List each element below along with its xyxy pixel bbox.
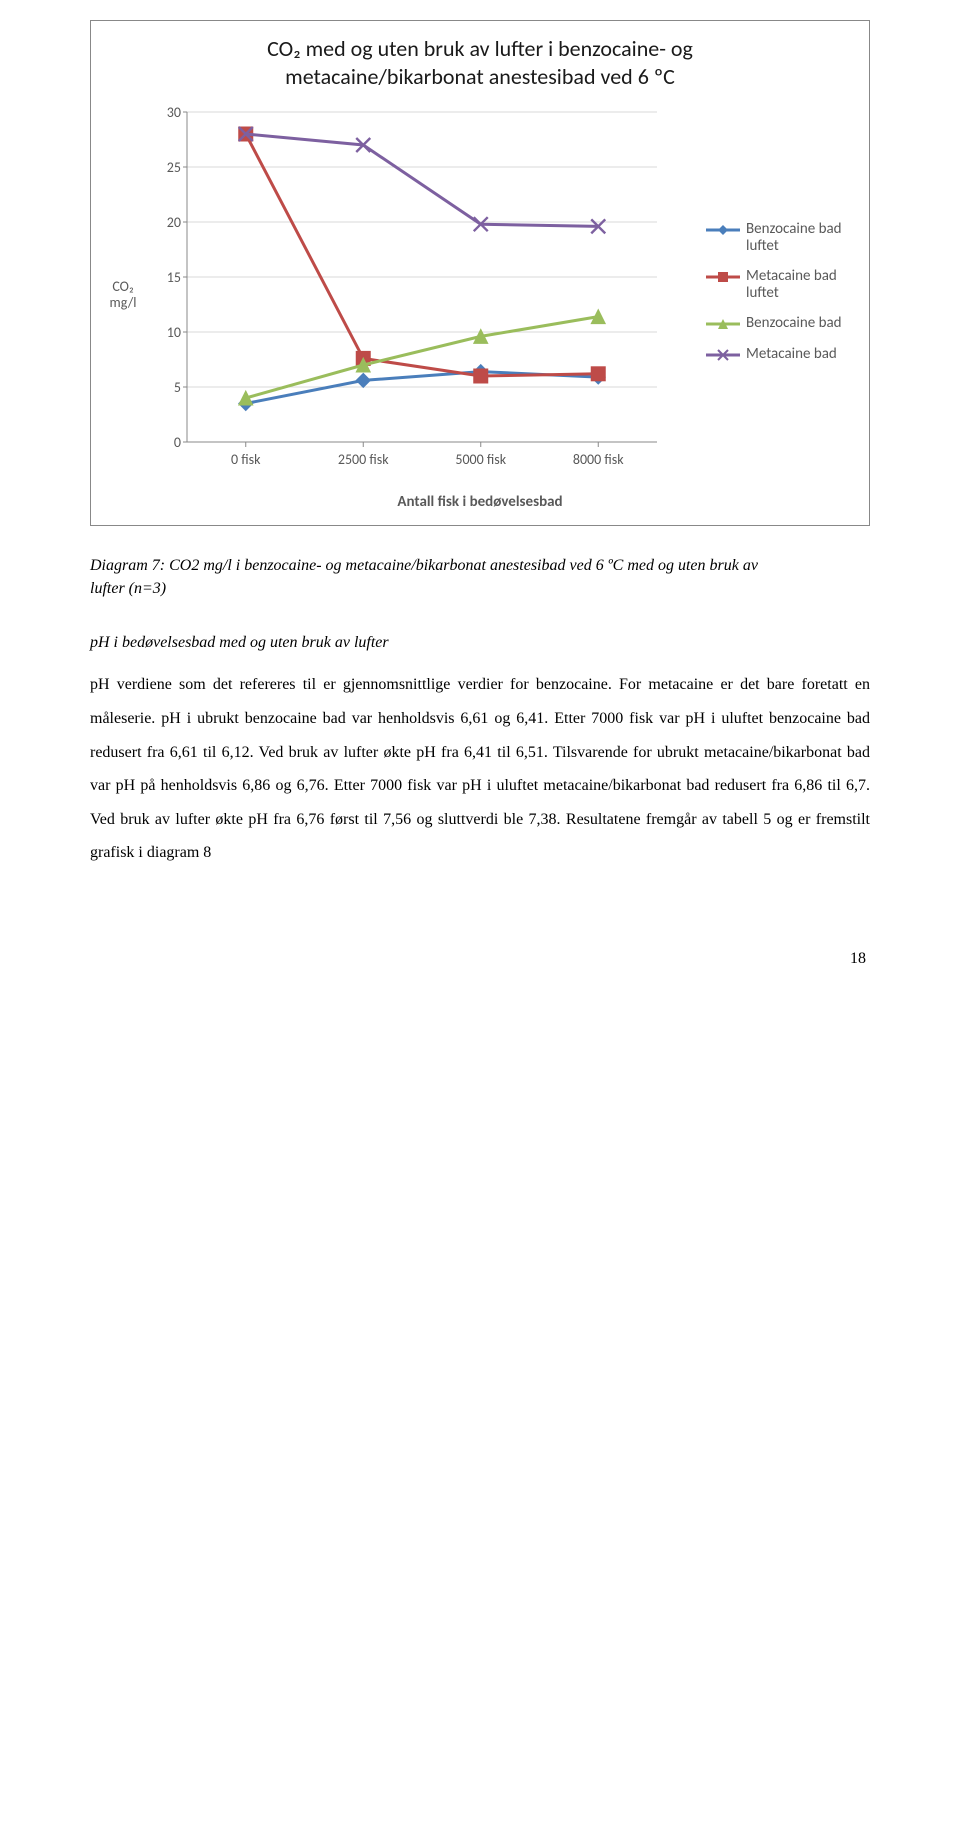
svg-text:15: 15 (167, 269, 181, 286)
plot-area-wrap: 0 5 10 15 20 25 30 0 fisk 2500 fisk 5000 fisk 8000… (147, 102, 700, 487)
legend-swatch-icon (706, 223, 740, 237)
svg-text:10: 10 (167, 324, 181, 341)
chart-title-line2: metacaine/bikarbonat anestesibad ved 6 º… (285, 63, 675, 90)
svg-text:30: 30 (167, 104, 181, 121)
chart-container: CO₂ med og uten bruk av lufter i benzoca… (90, 20, 870, 526)
caption-line1: Diagram 7: CO2 mg/l i benzocaine- og met… (90, 557, 758, 574)
legend-label: Benzocaine bad luftet (746, 221, 861, 254)
figure-caption: Diagram 7: CO2 mg/l i benzocaine- og met… (90, 554, 870, 600)
legend-label: Metacaine bad (746, 346, 861, 363)
legend-swatch-icon (706, 348, 740, 362)
legend-item: Metacaine bad (706, 346, 861, 363)
chart-row: CO₂ mg/l 0 5 10 15 20 25 30 0 fisk 2500 fisk 5000… (99, 102, 861, 487)
y-axis-title: CO₂ mg/l (99, 279, 147, 310)
page: CO₂ med og uten bruk av lufter i benzoca… (0, 0, 960, 1008)
legend-item: Metacaine bad luftet (706, 268, 861, 301)
svg-text:0: 0 (174, 434, 181, 451)
caption-line2: lufter (n=3) (90, 580, 166, 597)
chart-title: CO₂ med og uten bruk av lufter i benzoca… (107, 35, 853, 90)
chart-title-line1: CO₂ med og uten bruk av lufter i benzoca… (267, 35, 693, 62)
legend-item: Benzocaine bad luftet (706, 221, 861, 254)
svg-text:25: 25 (167, 159, 181, 176)
legend-swatch-icon (706, 317, 740, 331)
chart-legend: Benzocaine bad luftet Metacaine bad lufte… (700, 213, 861, 376)
svg-text:8000 fisk: 8000 fisk (573, 451, 624, 468)
x-axis-title: Antall fisk i bedøvelsesbad (99, 493, 861, 511)
svg-text:2500 fisk: 2500 fisk (338, 451, 389, 468)
body-paragraph: pH verdiene som det refereres til er gje… (90, 668, 870, 870)
svg-text:0 fisk: 0 fisk (231, 451, 261, 468)
section-heading: pH i bedøvelsesbad med og uten bruk av l… (90, 634, 870, 652)
legend-label: Metacaine bad luftet (746, 268, 861, 301)
svg-text:20: 20 (167, 214, 181, 231)
chart-svg: 0 5 10 15 20 25 30 0 fisk 2500 fisk 5000 fisk 8000… (147, 102, 667, 482)
svg-text:5000 fisk: 5000 fisk (455, 451, 506, 468)
legend-label: Benzocaine bad (746, 315, 861, 332)
page-number: 18 (90, 950, 870, 968)
legend-item: Benzocaine bad (706, 315, 861, 332)
legend-swatch-icon (706, 270, 740, 284)
svg-text:5: 5 (174, 379, 181, 396)
